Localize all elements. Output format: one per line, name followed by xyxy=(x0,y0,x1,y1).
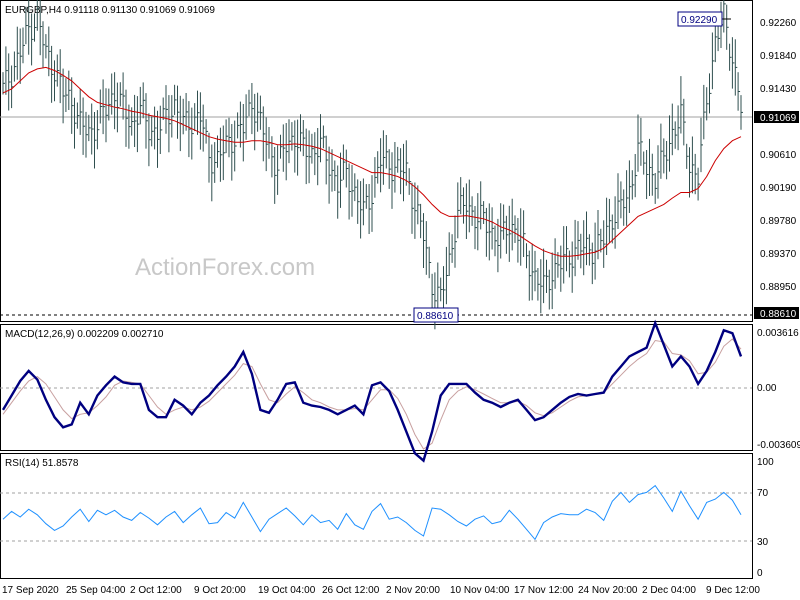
time-label: 26 Oct 12:00 xyxy=(322,585,380,596)
price-tick-label: 0.91430 xyxy=(760,84,797,95)
macd-line xyxy=(1,319,743,463)
price-tick-label: 0.92260 xyxy=(760,18,797,29)
current-price-label: 0.91069 xyxy=(760,113,797,124)
price-panel-frame xyxy=(0,0,753,322)
moving-average-line xyxy=(2,66,742,257)
time-label: 2 Dec 04:00 xyxy=(642,585,696,596)
rsi-line xyxy=(2,484,742,541)
time-label: 2 Oct 12:00 xyxy=(130,585,182,596)
price-tick-label: 0.88950 xyxy=(760,282,797,293)
rsi-axis: 100 70 30 0 xyxy=(757,457,774,579)
time-label: 10 Nov 04:00 xyxy=(450,585,510,596)
time-label: 19 Oct 04:00 xyxy=(258,585,316,596)
rsi-tick-label: 0 xyxy=(757,568,763,579)
rsi-tick-label: 100 xyxy=(757,457,774,468)
price-panel-title: EURGBP,H4 0.91118 0.91130 0.91069 0.9106… xyxy=(5,5,215,16)
low-price-box xyxy=(413,307,459,323)
time-label: 9 Dec 12:00 xyxy=(706,585,760,596)
macd-tick-label: 0.00 xyxy=(757,383,777,394)
price-tick-label: 0.89780 xyxy=(760,216,797,227)
current-price-tag xyxy=(754,111,799,123)
time-label: 17 Sep 2020 xyxy=(2,585,59,596)
price-bars xyxy=(2,0,743,330)
watermark: ActionForex.com xyxy=(135,254,315,281)
price-tick-label: 0.91840 xyxy=(760,51,797,62)
high-price-label: 0.92290 xyxy=(681,15,718,26)
rsi-tick-label: 70 xyxy=(757,488,769,499)
macd-axis: 0.003616 0.00 -0.003609 xyxy=(757,328,800,451)
macd-tick-label: -0.003609 xyxy=(757,440,800,451)
time-label: 25 Sep 04:00 xyxy=(66,585,126,596)
low-price-tag xyxy=(754,307,799,319)
rsi-panel-frame xyxy=(0,453,753,579)
rsi-panel-title: RSI(14) 51.8578 xyxy=(5,458,79,469)
time-axis: 17 Sep 2020 25 Sep 04:00 2 Oct 12:00 9 O… xyxy=(2,585,760,596)
high-price-box xyxy=(677,11,723,27)
time-label: 17 Nov 12:00 xyxy=(514,585,574,596)
low-price-label: 0.88610 xyxy=(417,311,454,322)
price-tick-label: 0.90190 xyxy=(760,183,797,194)
macd-tick-label: 0.003616 xyxy=(757,328,799,339)
macd-signal-line xyxy=(2,338,742,450)
macd-panel-title: MACD(12,26,9) 0.002209 0.002710 xyxy=(5,329,164,340)
rsi-tick-label: 30 xyxy=(757,537,769,548)
price-axis: 0.92260 0.91840 0.91430 0.91069 0.90610 … xyxy=(754,18,799,320)
time-label: 24 Nov 20:00 xyxy=(578,585,638,596)
time-label: 2 Nov 20:00 xyxy=(386,585,440,596)
price-tick-label: 0.90610 xyxy=(760,150,797,161)
time-label: 9 Oct 20:00 xyxy=(194,585,246,596)
low-price-axis-label: 0.88610 xyxy=(760,309,797,320)
price-tick-label: 0.89370 xyxy=(760,249,797,260)
